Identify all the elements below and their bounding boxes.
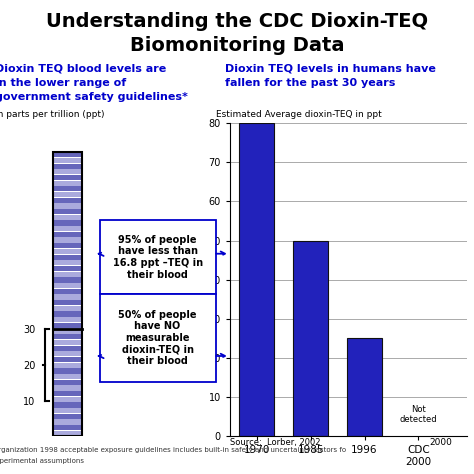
Bar: [53, 357, 82, 362]
Text: in the lower range of: in the lower range of: [0, 78, 127, 88]
Bar: [53, 306, 82, 311]
Bar: [53, 425, 82, 430]
Text: Estimated Average dioxin-TEQ in ppt: Estimated Average dioxin-TEQ in ppt: [216, 110, 382, 119]
Bar: [239, 123, 274, 436]
Bar: [53, 237, 82, 243]
Text: Understanding the CDC Dioxin-TEQ: Understanding the CDC Dioxin-TEQ: [46, 12, 428, 31]
Bar: [53, 391, 82, 396]
Bar: [53, 431, 82, 436]
Bar: [53, 323, 82, 328]
Bar: [53, 158, 82, 163]
Text: perimental assumptions: perimental assumptions: [0, 458, 84, 465]
Text: government safety guidelines*: government safety guidelines*: [0, 92, 188, 102]
Bar: [53, 186, 82, 191]
Bar: [53, 203, 82, 209]
Bar: [53, 408, 82, 413]
Bar: [53, 215, 82, 220]
Bar: [53, 181, 82, 186]
Bar: [53, 169, 82, 174]
Bar: [53, 414, 82, 419]
Text: Biomonitoring Data: Biomonitoring Data: [130, 36, 344, 55]
Bar: [53, 175, 82, 180]
Bar: [53, 164, 82, 169]
Bar: [53, 266, 82, 271]
Bar: [53, 260, 82, 265]
Bar: [53, 346, 82, 351]
Bar: [53, 277, 82, 283]
Bar: [53, 419, 82, 425]
Bar: [53, 374, 82, 379]
Bar: [53, 397, 82, 402]
Bar: [53, 198, 82, 203]
Bar: [53, 209, 82, 214]
Bar: [53, 294, 82, 300]
Text: fallen for the past 30 years: fallen for the past 30 years: [225, 78, 395, 88]
Bar: [53, 368, 82, 374]
Text: 2000: 2000: [429, 438, 452, 447]
Text: Dioxin TEQ blood levels are: Dioxin TEQ blood levels are: [0, 64, 166, 74]
Text: in parts per trillion (ppt): in parts per trillion (ppt): [0, 110, 105, 119]
Bar: [347, 338, 382, 436]
Bar: [53, 232, 82, 237]
Bar: [53, 340, 82, 345]
Bar: [53, 363, 82, 368]
Bar: [53, 289, 82, 294]
Text: 50% of people
have NO
measurable
dioxin-TEQ in
their blood: 50% of people have NO measurable dioxin-…: [118, 310, 197, 366]
Bar: [53, 385, 82, 391]
Text: Dioxin TEQ levels in humans have: Dioxin TEQ levels in humans have: [225, 64, 436, 74]
Text: *rganization 1998 acceptable exposure guidelines includes built-in safety and un: *rganization 1998 acceptable exposure gu…: [0, 447, 346, 453]
Bar: [53, 380, 82, 385]
Bar: [53, 255, 82, 260]
Bar: [53, 243, 82, 248]
Bar: [53, 152, 82, 436]
Bar: [53, 272, 82, 277]
Bar: [53, 334, 82, 339]
Bar: [53, 152, 82, 157]
Bar: [53, 402, 82, 408]
Bar: [53, 328, 82, 334]
Text: Source:  Lorber, 2002: Source: Lorber, 2002: [230, 438, 320, 447]
Bar: [53, 351, 82, 356]
Text: Not
detected: Not detected: [400, 405, 437, 424]
Bar: [53, 226, 82, 231]
Bar: [53, 283, 82, 288]
Bar: [53, 192, 82, 197]
Bar: [53, 220, 82, 226]
Bar: [293, 241, 328, 436]
Bar: [53, 300, 82, 305]
Bar: [53, 311, 82, 317]
Bar: [53, 249, 82, 254]
Text: 95% of people
have less than
16.8 ppt –TEQ in
their blood: 95% of people have less than 16.8 ppt –T…: [112, 235, 203, 280]
Bar: [53, 317, 82, 322]
